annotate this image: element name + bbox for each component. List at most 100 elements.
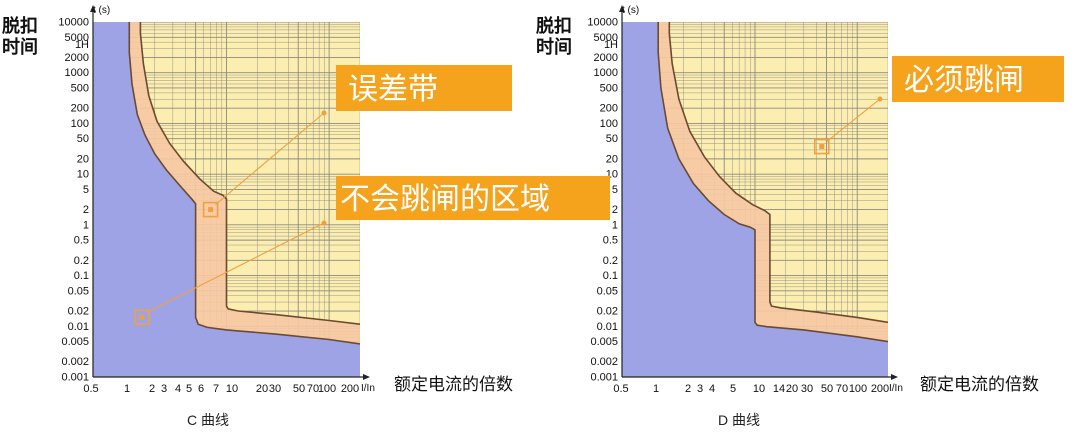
callout-leader-line xyxy=(826,98,881,142)
y-tick-label: 10000 xyxy=(58,17,89,29)
x-tick-label: 50 xyxy=(293,383,305,395)
callout-leader-dot xyxy=(321,110,327,116)
callout-target-dot xyxy=(208,207,214,213)
x-tick-label: 1 xyxy=(124,383,130,395)
d-curve-chart: 1000050001H200010005002001005020105210.5… xyxy=(536,5,1039,428)
y-tick-label: 2 xyxy=(83,204,89,216)
y-tick-label: 0.2 xyxy=(603,255,618,267)
x-tick-label: 2 xyxy=(685,383,691,395)
c-caption: C 曲线 xyxy=(187,412,229,428)
y-tick-label: 5000 xyxy=(594,32,618,44)
callout-leader-line xyxy=(215,112,325,206)
c-ylabel-2: 时间 xyxy=(2,37,38,58)
y-tick-label: 50 xyxy=(606,133,618,145)
d-x-tick-labels: 0.5 1 2 3 4 5 10 14 20 30 50 70 100 200 xyxy=(613,383,889,395)
x-tick-label: 200 xyxy=(341,383,359,395)
y-tick-label: 20 xyxy=(77,153,89,165)
y-tick-label: 0.001 xyxy=(61,372,89,384)
d-x-unit: I/In xyxy=(889,383,903,394)
x-tick-label: 100 xyxy=(318,383,336,395)
c-curve-chart: 1000050001H200010005002001005020105210.5… xyxy=(2,5,513,428)
callout-box xyxy=(336,65,512,111)
y-tick-label: 2000 xyxy=(594,52,618,64)
x-tick-label: 14 xyxy=(773,383,785,395)
y-tick-label: 100 xyxy=(71,118,89,130)
callout-leader-line xyxy=(146,222,325,313)
y-tick-label: 200 xyxy=(600,103,618,115)
x-axis-arrow xyxy=(891,374,898,380)
x-tick-label: 4 xyxy=(709,383,715,395)
y-tick-label: 20 xyxy=(606,153,618,165)
y-tick-label: 1000 xyxy=(65,67,89,79)
c-curves xyxy=(128,22,360,345)
y-tick-label: 0.2 xyxy=(74,255,89,267)
y-tick-label: 5 xyxy=(83,184,89,196)
c-axes xyxy=(90,5,370,380)
y-tick-label: 0.01 xyxy=(68,321,89,333)
y-tick-label: 2000 xyxy=(65,52,89,64)
y-tick-label: 500 xyxy=(600,82,618,94)
d-y-unit: t (s) xyxy=(622,5,639,16)
y-tick-label: 0.002 xyxy=(590,356,618,368)
x-tick-label: 7 xyxy=(213,383,219,395)
d-xlabel: 额定电流的倍数 xyxy=(920,375,1039,395)
y-tick-label: 0.1 xyxy=(603,270,618,282)
y-axis-arrow xyxy=(90,5,96,12)
x-tick-label: 100 xyxy=(849,383,867,395)
callout-leader-dot xyxy=(321,220,327,226)
callout-target-dot xyxy=(819,144,825,150)
callout-label: 不会跳闸的区域 xyxy=(340,182,550,217)
x-tick-label: 30 xyxy=(801,383,813,395)
x-tick-label: 5 xyxy=(730,383,736,395)
d-no-trip-region xyxy=(622,22,888,377)
callout-target-square xyxy=(202,201,219,218)
callout-leader-dot xyxy=(877,96,883,102)
y-tick-label: 1 xyxy=(83,219,89,231)
x-tick-label: 0.5 xyxy=(83,383,98,395)
c-no-trip-region xyxy=(93,22,360,377)
d-axes xyxy=(619,5,898,380)
y-tick-label: 200 xyxy=(71,103,89,115)
y-axis-arrow xyxy=(619,5,625,12)
y-tick-label: 50 xyxy=(77,133,89,145)
x-tick-label: 50 xyxy=(821,383,833,395)
y-tick-label: 0.5 xyxy=(603,235,618,247)
x-tick-label: 3 xyxy=(161,383,167,395)
x-tick-label: 1 xyxy=(653,383,659,395)
x-tick-label: 3 xyxy=(697,383,703,395)
d-ylabel: 脱扣 xyxy=(536,15,572,37)
x-tick-label: 70 xyxy=(307,383,319,395)
y-tick-label: 0.01 xyxy=(597,321,618,333)
y-tick-label: 2 xyxy=(612,204,618,216)
callout-target-square xyxy=(813,138,830,155)
c-y-unit: t (s) xyxy=(93,5,110,16)
x-tick-label: 0.5 xyxy=(613,383,628,395)
x-tick-label: 20 xyxy=(786,383,798,395)
c-x-unit: I/In xyxy=(361,383,375,394)
y-tick-label: 500 xyxy=(71,82,89,94)
y-tick-label: 10 xyxy=(77,169,89,181)
c-xlabel: 额定电流的倍数 xyxy=(394,375,513,395)
d-curves xyxy=(657,22,888,343)
y-tick-label: 0.001 xyxy=(590,372,618,384)
y-tick-label: 0.002 xyxy=(61,356,89,368)
x-tick-label: 20 xyxy=(256,383,268,395)
y-tick-label: 0.1 xyxy=(74,270,89,282)
callout-target-dot xyxy=(139,314,145,320)
d-ylabel-2: 时间 xyxy=(536,37,572,58)
upper-trip-curve xyxy=(139,22,360,325)
callout-label: 误差带 xyxy=(348,72,438,107)
y-tick-label: 0.05 xyxy=(68,285,89,297)
y-tick-label: 10000 xyxy=(587,17,618,29)
x-tick-label: 200 xyxy=(871,383,889,395)
callout-target-square xyxy=(134,309,150,326)
y-tick-label: 5000 xyxy=(65,32,89,44)
x-axis-arrow xyxy=(363,374,370,380)
y-tick-label: 5 xyxy=(612,184,618,196)
x-tick-label: 10 xyxy=(753,383,765,395)
x-tick-label: 70 xyxy=(836,383,848,395)
y-tick-label: 1000 xyxy=(594,67,618,79)
